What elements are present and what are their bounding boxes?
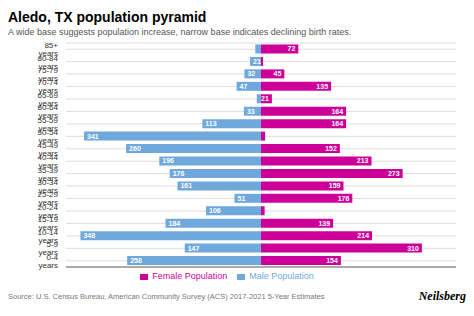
svg-text:258: 258 bbox=[130, 257, 142, 264]
svg-text:214: 214 bbox=[357, 232, 369, 239]
svg-text:135: 135 bbox=[316, 83, 328, 90]
svg-text:196: 196 bbox=[162, 157, 174, 164]
svg-text:85+years: 85+years bbox=[38, 41, 58, 58]
svg-text:47: 47 bbox=[240, 83, 248, 90]
svg-text:154: 154 bbox=[326, 257, 338, 264]
svg-text:176: 176 bbox=[338, 195, 350, 202]
svg-text:161: 161 bbox=[180, 182, 192, 189]
svg-text:164: 164 bbox=[331, 108, 343, 115]
svg-text:273: 273 bbox=[388, 170, 400, 177]
svg-text:310: 310 bbox=[407, 245, 419, 252]
svg-text:341: 341 bbox=[87, 133, 99, 140]
svg-text:113: 113 bbox=[205, 120, 216, 127]
svg-text:33: 33 bbox=[247, 108, 255, 115]
svg-text:32: 32 bbox=[247, 70, 255, 77]
svg-text:213: 213 bbox=[357, 157, 369, 164]
svg-text:106: 106 bbox=[209, 207, 221, 214]
svg-text:21: 21 bbox=[261, 95, 269, 102]
svg-text:164: 164 bbox=[331, 120, 343, 127]
svg-text:184: 184 bbox=[169, 220, 181, 227]
svg-text:152: 152 bbox=[325, 145, 337, 152]
svg-text:72: 72 bbox=[288, 45, 296, 52]
svg-text:260: 260 bbox=[129, 145, 141, 152]
svg-text:147: 147 bbox=[188, 245, 200, 252]
svg-text:176: 176 bbox=[173, 170, 185, 177]
svg-text:159: 159 bbox=[329, 182, 341, 189]
svg-text:348: 348 bbox=[83, 232, 95, 239]
svg-text:21: 21 bbox=[253, 58, 261, 65]
svg-text:139: 139 bbox=[318, 220, 330, 227]
svg-text:45: 45 bbox=[274, 70, 282, 77]
svg-text:51: 51 bbox=[238, 195, 246, 202]
